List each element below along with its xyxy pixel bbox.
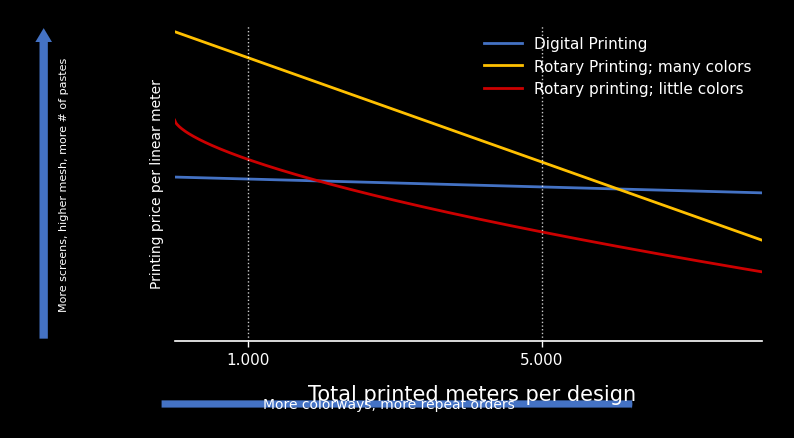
Rotary printing; little colors (757, 270, 767, 275)
Text: More screens, higher mesh, more # of pastes: More screens, higher mesh, more # of pas… (59, 57, 68, 311)
Text: More colorways, more repeat orders: More colorways, more repeat orders (263, 397, 515, 411)
Rotary printing; little colors (449, 212, 458, 217)
Rotary printing; little colors (652, 251, 661, 257)
Rotary printing; little colors (453, 212, 462, 218)
Text: Total printed meters per design: Total printed meters per design (308, 384, 637, 404)
Legend: Digital Printing, Rotary Printing; many colors, Rotary printing; little colors: Digital Printing, Rotary Printing; many … (477, 31, 757, 103)
Y-axis label: Printing price per linear meter: Printing price per linear meter (149, 79, 164, 289)
Rotary printing; little colors (170, 118, 179, 124)
Line: Rotary printing; little colors: Rotary printing; little colors (175, 121, 762, 272)
Rotary printing; little colors (519, 226, 529, 232)
Rotary printing; little colors (488, 220, 497, 225)
Rotary printing; little colors (743, 267, 753, 272)
